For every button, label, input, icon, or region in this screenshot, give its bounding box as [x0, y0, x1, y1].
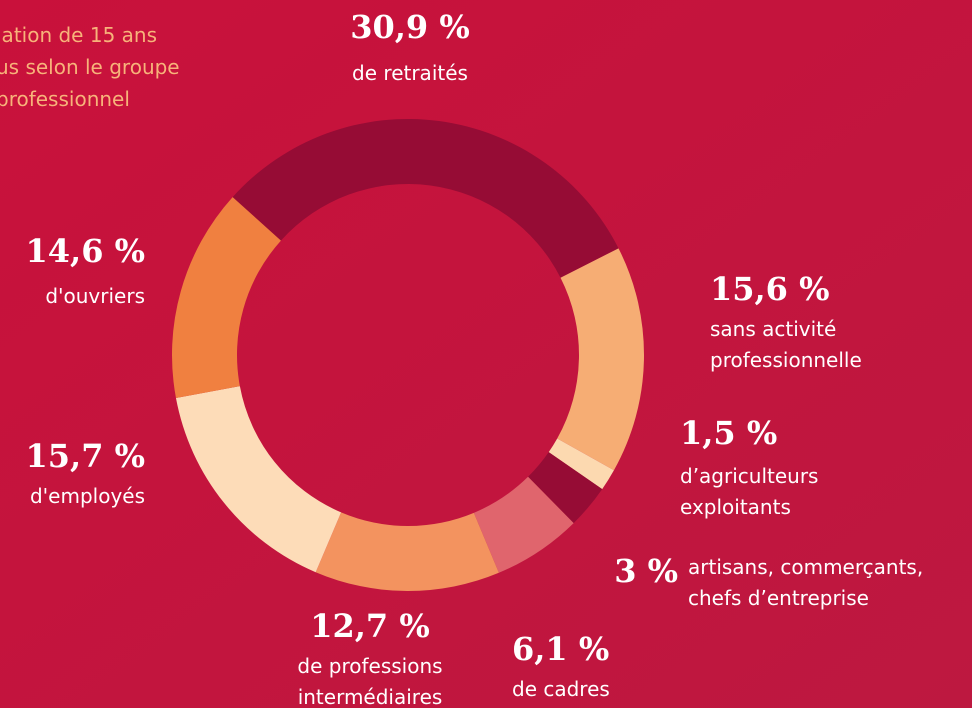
- donut-slice: [315, 512, 499, 591]
- donut-slice: [175, 386, 342, 573]
- donut-slice: [528, 452, 603, 524]
- slice-label: de retraités: [352, 61, 468, 85]
- value-label: 30,9 %: [350, 8, 469, 46]
- value-label: 3 %: [614, 552, 678, 590]
- value-label: 15,7 %: [26, 437, 145, 475]
- chart-title: professionnel: [0, 87, 130, 111]
- slice-label: sans activité: [710, 317, 836, 341]
- slice-label: professionnelle: [710, 348, 862, 372]
- slice-label: de professions: [297, 654, 442, 678]
- chart-title: us selon le groupe: [0, 55, 180, 79]
- slice-label: exploitants: [680, 495, 791, 519]
- value-label: 12,7 %: [310, 607, 429, 645]
- chart-title: lation de 15 ans: [0, 23, 157, 47]
- value-label: 1,5 %: [680, 414, 777, 452]
- value-label: 6,1 %: [512, 630, 609, 668]
- donut-slice: [232, 118, 619, 278]
- value-label: 15,6 %: [710, 270, 829, 308]
- slice-label: d'ouvriers: [45, 284, 145, 308]
- donut-slice: [172, 197, 281, 399]
- donut-slice: [557, 248, 645, 471]
- slice-label: de cadres: [512, 677, 610, 701]
- slice-label: chefs d’entreprise: [688, 586, 869, 610]
- donut-slice: [473, 476, 574, 573]
- donut-slice: [548, 438, 614, 490]
- slice-label: intermédiaires: [298, 685, 443, 708]
- slice-label: artisans, commerçants,: [688, 555, 923, 579]
- value-label: 14,6 %: [26, 232, 145, 270]
- slice-label: d’agriculteurs: [680, 464, 818, 488]
- slice-label: d'employés: [30, 484, 145, 508]
